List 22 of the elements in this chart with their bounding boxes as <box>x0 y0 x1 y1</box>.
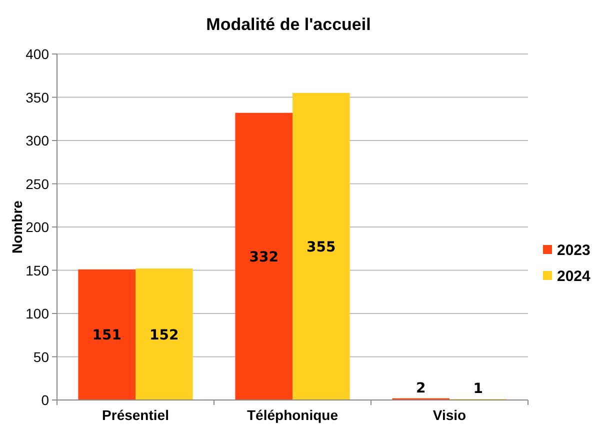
y-tick-label: 350 <box>26 89 50 106</box>
x-tick-label: Visio <box>432 407 466 423</box>
data-label: 2 <box>416 380 426 396</box>
y-tick-label: 400 <box>26 46 50 62</box>
data-label: 1 <box>473 381 484 398</box>
y-tick-label: 200 <box>26 219 50 235</box>
data-label: 152 <box>150 327 179 344</box>
y-tick-label: 50 <box>33 348 50 365</box>
data-label: 332 <box>249 249 278 266</box>
y-tick-label: 150 <box>26 262 50 278</box>
y-tick-label: 100 <box>26 306 50 322</box>
y-axis-title: Nombre <box>9 200 25 254</box>
x-tick-label: Présentiel <box>102 407 169 423</box>
legend-label: 2023 <box>557 242 590 259</box>
y-tick-label: 0 <box>41 392 50 408</box>
y-tick-label: 300 <box>26 132 50 148</box>
data-label: 355 <box>306 239 336 256</box>
chart-title: Modalité de l'accueil <box>206 15 371 34</box>
x-tick-label: Téléphonique <box>247 407 338 423</box>
data-label: 151 <box>92 328 122 344</box>
y-tick-label: 250 <box>26 176 50 192</box>
legend-label: 2024 <box>557 268 592 285</box>
